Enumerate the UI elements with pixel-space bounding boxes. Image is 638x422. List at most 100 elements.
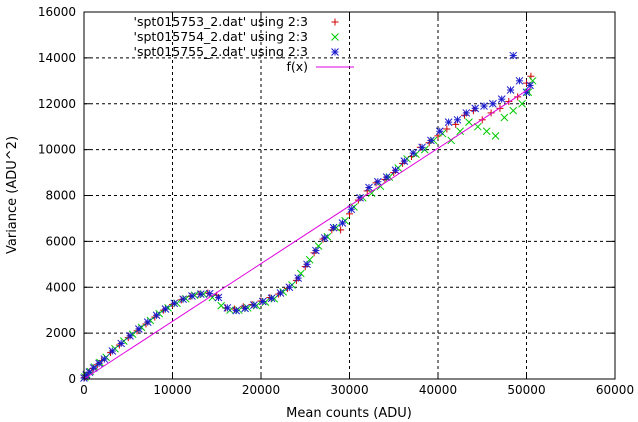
data-point-series-3 <box>427 136 435 145</box>
marker-stroke <box>367 189 376 198</box>
data-point-series-3 <box>188 292 196 300</box>
y-tick-label: 10000 <box>38 143 76 157</box>
data-point-series-1 <box>505 97 513 105</box>
y-tick-label: 4000 <box>45 280 76 294</box>
data-point-series-3 <box>471 104 480 113</box>
data-point-series-3 <box>489 99 497 108</box>
marker-stroke <box>331 33 339 41</box>
data-point-series-3 <box>391 166 400 175</box>
legend-swatch-marker-3 <box>331 48 339 56</box>
marker-stroke <box>170 299 179 308</box>
data-point-series-3 <box>462 109 471 117</box>
marker-stroke <box>179 295 187 304</box>
marker-stroke <box>471 104 480 113</box>
marker-stroke <box>196 290 205 298</box>
marker-stroke <box>89 364 98 372</box>
marker-stroke <box>117 339 126 348</box>
marker-stroke <box>232 306 241 315</box>
data-point-series-3 <box>214 293 223 302</box>
marker-stroke <box>241 304 249 313</box>
y-tick-label: 2000 <box>45 326 76 340</box>
marker-stroke <box>338 219 347 227</box>
marker-stroke <box>267 294 276 303</box>
marker-stroke <box>258 297 267 306</box>
marker-stroke <box>500 113 509 122</box>
marker-stroke <box>250 301 258 309</box>
y-tick-label: 14000 <box>38 51 76 65</box>
data-point-series-2 <box>482 127 491 136</box>
y-tick-label: 16000 <box>38 5 76 19</box>
marker-stroke <box>418 143 426 152</box>
data-point-series-3 <box>373 177 382 186</box>
y-axis-title: Variance (ADU^2) <box>5 136 20 254</box>
data-point-series-3 <box>267 294 276 303</box>
marker-stroke <box>135 325 143 333</box>
data-point-series-2 <box>456 127 464 136</box>
marker-stroke <box>126 332 134 340</box>
data-point-series-3 <box>418 143 426 152</box>
marker-stroke <box>400 157 409 165</box>
marker-stroke <box>329 223 338 232</box>
marker-stroke <box>188 292 196 300</box>
x-tick-label: 10000 <box>153 383 191 397</box>
marker-stroke <box>515 76 524 85</box>
data-point-series-1 <box>487 109 495 117</box>
marker-stroke <box>303 260 311 269</box>
y-tick-label: 8000 <box>45 189 76 203</box>
marker-stroke <box>509 51 518 60</box>
marker-stroke <box>462 109 471 117</box>
data-point-series-3 <box>435 127 444 136</box>
data-point-series-3 <box>205 289 214 298</box>
x-tick-label: 50000 <box>507 383 545 397</box>
marker-stroke <box>161 305 170 313</box>
data-point-series-3 <box>196 290 205 298</box>
marker-stroke <box>456 127 464 136</box>
data-point-series-2 <box>518 99 526 108</box>
x-tick-label: 40000 <box>419 383 457 397</box>
marker-stroke <box>152 311 161 320</box>
marker-stroke <box>526 81 534 90</box>
y-axis-ticks: 0 2000 4000 6000 8000 10000 12000 14000 16000 <box>38 5 615 386</box>
data-point-series-3 <box>285 283 294 292</box>
x-axis-ticks: 0 10000 20000 30000 40000 50000 60000 <box>80 12 634 397</box>
data-point-series-3 <box>100 355 109 363</box>
data-point-series-1 <box>523 79 530 87</box>
marker-stroke <box>497 95 506 104</box>
marker-stroke <box>143 318 152 326</box>
marker-stroke <box>382 173 391 182</box>
marker-stroke <box>217 301 226 310</box>
data-point-series-3 <box>108 347 117 355</box>
data-point-series-2 <box>465 118 473 126</box>
marker-stroke <box>427 136 435 145</box>
marker-stroke <box>482 127 491 136</box>
data-point-series-3 <box>382 173 391 182</box>
marker-stroke <box>214 293 223 302</box>
marker-stroke <box>320 234 329 242</box>
y-tick-label: 0 <box>68 372 76 386</box>
marker-stroke <box>285 283 294 292</box>
data-point-series-3 <box>117 339 126 348</box>
marker-stroke <box>518 99 526 108</box>
data-point-series-3 <box>258 297 267 306</box>
marker-stroke <box>373 177 382 186</box>
marker-stroke <box>100 355 109 363</box>
legend-swatch-marker-1 <box>331 18 339 26</box>
marker-stroke <box>409 149 418 157</box>
data-point-series-3 <box>161 305 170 313</box>
plot-marks <box>80 51 537 382</box>
marker-stroke <box>108 347 117 355</box>
data-point-series-3 <box>303 260 311 269</box>
x-tick-label: 30000 <box>330 383 368 397</box>
marker-stroke <box>473 122 482 131</box>
data-point-series-2 <box>509 106 518 115</box>
marker-stroke <box>223 304 232 312</box>
data-point-series-3 <box>250 301 258 309</box>
marker-stroke <box>294 274 303 282</box>
y-tick-label: 6000 <box>45 234 76 248</box>
x-tick-label: 0 <box>80 383 88 397</box>
marker-stroke <box>365 183 373 192</box>
data-point-series-2 <box>500 113 509 122</box>
marker-stroke <box>491 132 500 140</box>
marker-stroke <box>480 102 488 110</box>
legend-label-2: 'spt015754_2.dat' using 2:3 <box>134 29 308 44</box>
